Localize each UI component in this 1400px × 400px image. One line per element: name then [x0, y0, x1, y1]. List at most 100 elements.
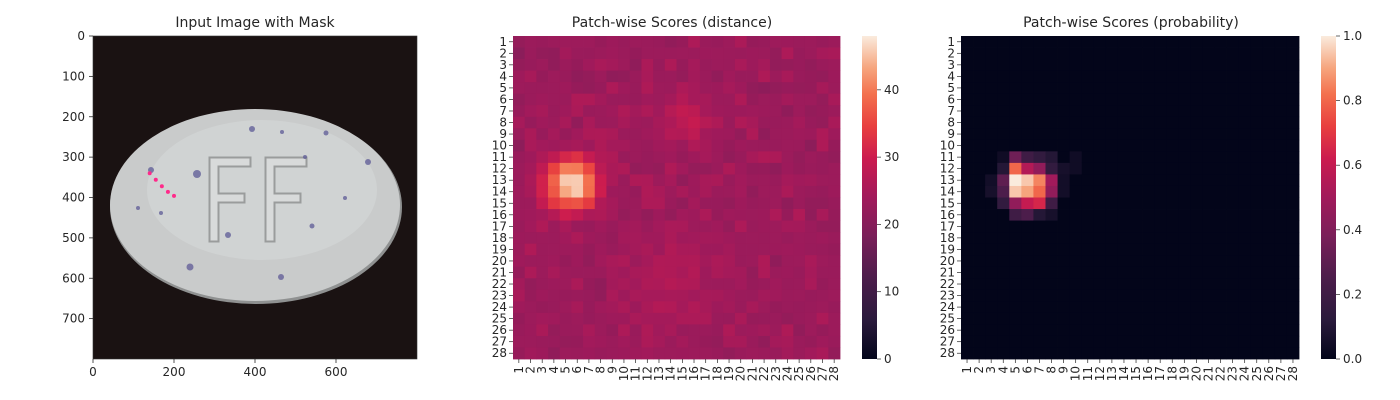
- heatmap-cell: [1093, 105, 1107, 118]
- heatmap-cell: [1286, 232, 1300, 245]
- heatmap-cell: [734, 105, 747, 118]
- heatmap-cell: [758, 82, 771, 95]
- heatmap-cell: [1033, 255, 1046, 268]
- y-tick-label: 20: [940, 254, 955, 268]
- heatmap-cell: [524, 209, 537, 221]
- x-tick-label: 6: [570, 366, 584, 374]
- heatmap-cell: [641, 197, 654, 210]
- heatmap-cell: [1069, 116, 1083, 129]
- heatmap-cell: [1045, 70, 1058, 83]
- heatmap-cell: [664, 243, 677, 256]
- heatmap-cell: [699, 105, 712, 118]
- heatmap-cell: [524, 312, 537, 325]
- heatmap-cell: [1262, 278, 1276, 291]
- heatmap-cell: [1274, 209, 1288, 221]
- heatmap-cell: [688, 185, 701, 198]
- heatmap-cell: [1238, 59, 1252, 72]
- heatmap-cell: [594, 255, 607, 268]
- heatmap-cell: [1262, 139, 1276, 152]
- heatmap-cell: [1202, 93, 1215, 106]
- heatmap-cell: [828, 185, 841, 198]
- heatmap-cell: [1069, 151, 1083, 164]
- heatmap-cell: [1190, 197, 1203, 210]
- heatmap-cell: [769, 47, 783, 60]
- heatmap-cell: [769, 93, 783, 106]
- heatmap-cell: [1166, 255, 1179, 268]
- x-tick-label: 16: [1141, 366, 1155, 381]
- heatmap-cell: [1166, 301, 1179, 314]
- heatmap-cell: [571, 278, 584, 291]
- heatmap-cell: [559, 82, 572, 95]
- heatmap-cell: [1214, 70, 1227, 83]
- heatmap-cell: [536, 128, 549, 141]
- heatmap-cell: [1250, 335, 1264, 348]
- heatmap-cell: [629, 335, 642, 348]
- heatmap-cell: [1166, 312, 1179, 325]
- heatmap-cell: [1093, 278, 1107, 291]
- x-tick-label: 10: [617, 366, 631, 381]
- heatmap-cell: [524, 162, 537, 175]
- y-tick-label: 11: [940, 150, 955, 164]
- heatmap-cell: [618, 289, 631, 302]
- heatmap-cell: [1142, 232, 1155, 245]
- heatmap-cell: [1093, 139, 1107, 152]
- heatmap-cell: [1178, 139, 1191, 152]
- heatmap-cell: [734, 232, 747, 245]
- heatmap-cell: [1286, 116, 1300, 129]
- heatmap-cell: [1105, 162, 1119, 175]
- heatmap-cell: [583, 197, 596, 210]
- heatmap-cell: [559, 162, 572, 175]
- heatmap-cell: [769, 324, 783, 337]
- heatmap-cell: [1178, 59, 1191, 72]
- heatmap-cell: [548, 82, 561, 95]
- heatmap-cell: [653, 105, 666, 118]
- heatmap-cell: [1214, 93, 1227, 106]
- heatmap-cell: [618, 312, 631, 325]
- heatmap-cell: [973, 197, 986, 210]
- heatmap-cell: [804, 209, 818, 221]
- heatmap-cell: [688, 312, 701, 325]
- heatmap-cell: [606, 162, 619, 175]
- heatmap-cell: [804, 197, 818, 210]
- heatmap-cell: [758, 162, 771, 175]
- heatmap-cell: [1286, 162, 1300, 175]
- heatmap-cell: [559, 278, 572, 291]
- heatmap-cell: [583, 335, 596, 348]
- heatmap-cell: [641, 139, 654, 152]
- heatmap-cell: [571, 47, 584, 60]
- heatmap-cell: [1274, 128, 1288, 141]
- heatmap-cell: [536, 324, 549, 337]
- heatmap-cell: [804, 82, 818, 95]
- heatmap-cell: [1093, 347, 1107, 360]
- heatmap-cell: [711, 174, 724, 187]
- heatmap-cell: [536, 232, 549, 245]
- heatmap-cell: [618, 278, 631, 291]
- heatmap-cell: [629, 197, 642, 210]
- heatmap-cell: [688, 278, 701, 291]
- mask-point: [147, 171, 152, 176]
- heatmap-cell: [758, 312, 771, 325]
- heatmap-cell: [1154, 47, 1167, 60]
- heatmap-cell: [513, 197, 526, 210]
- heatmap-cell: [973, 335, 986, 348]
- heatmap-cell: [1021, 93, 1034, 106]
- heatmap-cell: [594, 70, 607, 83]
- heatmap-cell: [985, 335, 998, 348]
- heatmap-cell: [711, 335, 724, 348]
- x-tick-label: 19: [722, 366, 736, 381]
- heatmap-cell: [1130, 312, 1143, 325]
- heatmap-cell: [629, 324, 642, 337]
- heatmap-cell: [548, 174, 561, 187]
- heatmap-cell: [594, 197, 607, 210]
- heatmap-cell: [1178, 151, 1191, 164]
- heatmap-cell: [793, 220, 806, 233]
- heatmap-cell: [1214, 289, 1227, 302]
- heatmap-cell: [594, 185, 607, 198]
- heatmap-cell: [1093, 70, 1107, 83]
- heatmap-cell: [629, 255, 642, 268]
- heatmap-cell: [664, 82, 677, 95]
- heatmap-cell: [629, 312, 642, 325]
- heatmap-cell: [629, 232, 642, 245]
- heatmap-cell: [1226, 70, 1240, 83]
- x-tick-label: 0: [89, 365, 97, 379]
